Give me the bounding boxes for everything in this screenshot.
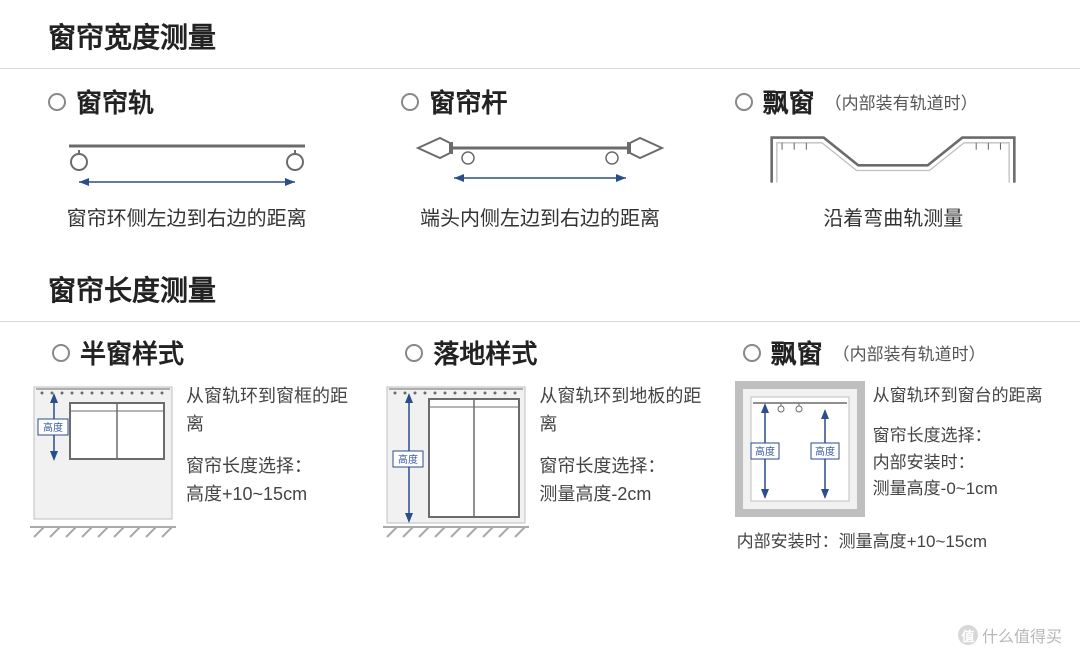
- diagram-half: 高度: [28, 379, 178, 539]
- svg-text:高度: 高度: [755, 445, 775, 458]
- width-cell-rod: 窗帘杆 端头内侧左边到右边的距离: [367, 83, 712, 231]
- diagram-bay: [763, 128, 1023, 194]
- length-cell-bay: 飘窗 （内部装有轨道时）: [721, 334, 1066, 552]
- width-cell-track: 窗帘轨 窗帘环侧左边到右边的距离: [14, 83, 359, 231]
- cell-title: 飘窗: [771, 334, 823, 371]
- radio-icon: [48, 93, 66, 111]
- cell-title: 落地样式: [433, 334, 537, 371]
- radio-icon: [743, 344, 761, 362]
- desc1: 从窗轨环到地板的距离: [539, 383, 712, 439]
- radio-icon: [735, 93, 753, 111]
- desc2-line2: 测量高度-2cm: [539, 481, 712, 509]
- cell-subtitle: （内部装有轨道时）: [833, 340, 986, 365]
- desc2-line1: 窗帘长度选择：: [539, 453, 712, 481]
- cell-title: 窗帘轨: [76, 83, 154, 120]
- diagram-track: [57, 128, 317, 194]
- len-texts: 从窗轨环到窗框的距离 窗帘长度选择： 高度+10~15cm: [186, 379, 359, 509]
- width-cell-bay: 飘窗 （内部装有轨道时） 沿着弯曲轨测量: [721, 83, 1066, 231]
- cell-title: 窗帘杆: [429, 83, 507, 120]
- diagram-bay2: 高度 高度: [735, 379, 865, 529]
- radio-icon: [401, 93, 419, 111]
- diagram-rod: [410, 128, 670, 194]
- watermark-badge-icon: 值: [958, 625, 978, 645]
- watermark: 值 什么值得买: [958, 623, 1062, 647]
- section-length-title: 窗帘长度测量: [0, 253, 1080, 322]
- desc1: 从窗轨环到窗台的距离: [873, 383, 1043, 409]
- width-row: 窗帘轨 窗帘环侧左边到右边的距离 窗帘杆: [0, 69, 1080, 235]
- cell-title: 飘窗: [763, 83, 815, 120]
- len-texts: 从窗轨环到地板的距离 窗帘长度选择： 测量高度-2cm: [539, 379, 712, 509]
- cell-subtitle: （内部装有轨道时）: [825, 89, 978, 114]
- caption: 沿着弯曲轨测量: [823, 202, 963, 231]
- svg-text:高度: 高度: [43, 421, 63, 434]
- watermark-text: 什么值得买: [982, 623, 1062, 647]
- svg-text:高度: 高度: [815, 445, 835, 458]
- bay-footer: 内部安装时：测量高度+10~15cm: [735, 527, 1066, 552]
- cell-title: 半窗样式: [80, 334, 184, 371]
- length-cell-half: 半窗样式 高度: [14, 334, 359, 552]
- desc2-line1: 窗帘长度选择：: [873, 423, 1043, 449]
- caption: 窗帘环侧左边到右边的距离: [67, 202, 307, 231]
- svg-text:高度: 高度: [398, 453, 418, 466]
- desc2-line3: 测量高度-0~1cm: [873, 476, 1043, 502]
- radio-icon: [405, 344, 423, 362]
- length-row: 半窗样式 高度: [0, 322, 1080, 556]
- desc1: 从窗轨环到窗框的距离: [186, 383, 359, 439]
- desc2-line1: 窗帘长度选择：: [186, 453, 359, 481]
- desc2-line2: 内部安装时：: [873, 450, 1043, 476]
- section-width-title: 窗帘宽度测量: [0, 0, 1080, 69]
- desc2-line2: 高度+10~15cm: [186, 481, 359, 509]
- caption: 端头内侧左边到右边的距离: [420, 202, 660, 231]
- length-cell-floor: 落地样式 高度: [367, 334, 712, 552]
- radio-icon: [52, 344, 70, 362]
- diagram-floor: 高度: [381, 379, 531, 539]
- len-texts: 从窗轨环到窗台的距离 窗帘长度选择： 内部安装时： 测量高度-0~1cm: [873, 379, 1043, 502]
